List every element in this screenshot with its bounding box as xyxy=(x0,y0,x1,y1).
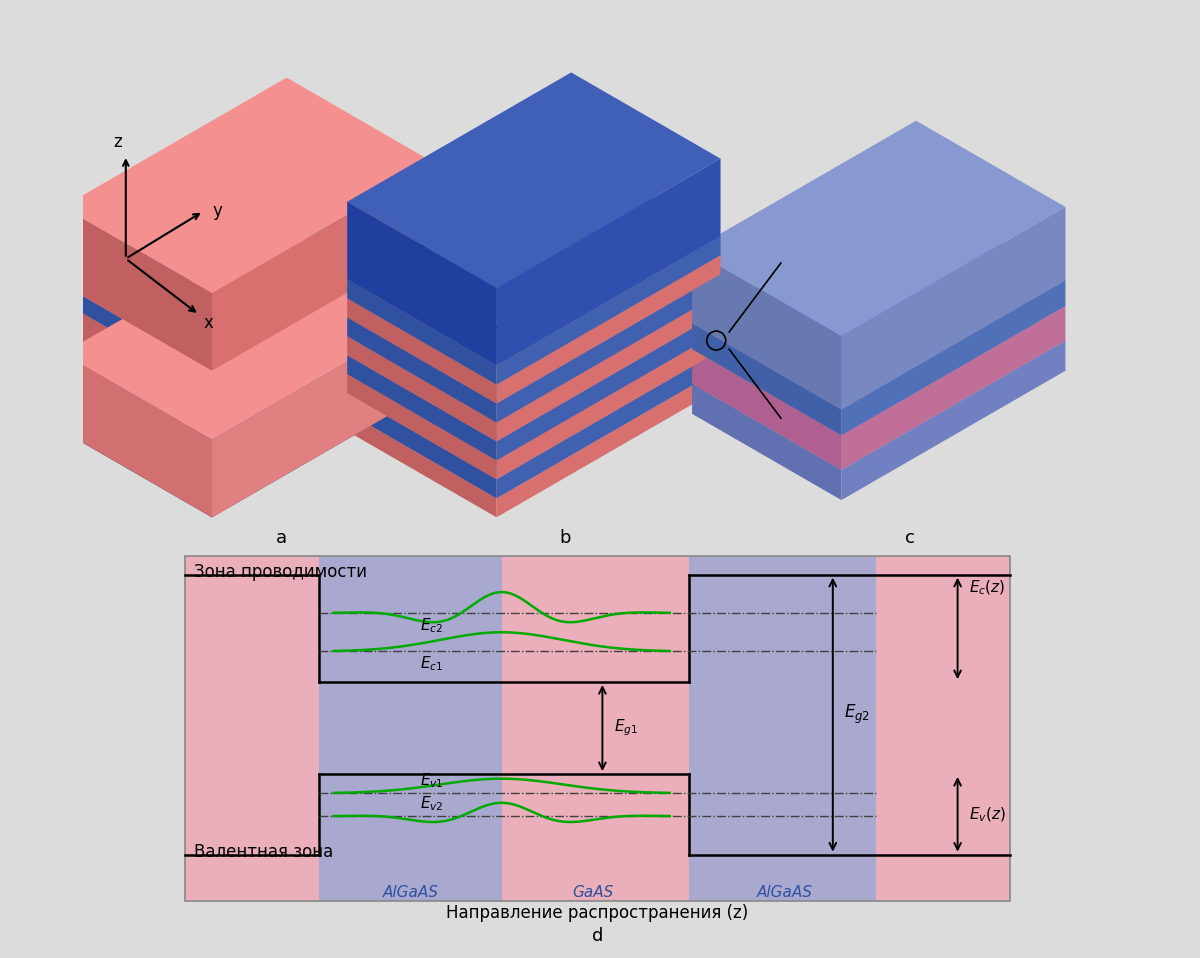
Polygon shape xyxy=(347,393,497,498)
Text: Валентная зона: Валентная зона xyxy=(194,843,334,861)
Polygon shape xyxy=(692,121,1066,336)
Ellipse shape xyxy=(847,308,866,321)
Bar xyxy=(185,556,1010,901)
Bar xyxy=(185,556,319,901)
Text: a: a xyxy=(276,529,287,547)
Polygon shape xyxy=(62,224,436,440)
Polygon shape xyxy=(692,384,841,500)
Ellipse shape xyxy=(922,326,941,338)
Polygon shape xyxy=(62,354,212,517)
Text: Направление распространения (z): Направление распространения (z) xyxy=(446,903,749,922)
Polygon shape xyxy=(497,237,720,384)
Text: $E_{v1}$: $E_{v1}$ xyxy=(420,771,444,790)
Polygon shape xyxy=(62,302,212,517)
Polygon shape xyxy=(497,350,720,498)
Polygon shape xyxy=(692,350,841,470)
Polygon shape xyxy=(347,317,497,422)
Polygon shape xyxy=(62,416,212,517)
Polygon shape xyxy=(62,302,212,517)
Text: b: b xyxy=(559,529,571,547)
Polygon shape xyxy=(62,78,436,293)
Polygon shape xyxy=(692,324,841,436)
Text: $E_{v2}$: $E_{v2}$ xyxy=(420,794,444,813)
Polygon shape xyxy=(347,412,497,517)
Polygon shape xyxy=(841,281,1066,436)
Text: $E_v(z)$: $E_v(z)$ xyxy=(970,805,1006,824)
Text: $E_{g1}$: $E_{g1}$ xyxy=(614,718,638,739)
Polygon shape xyxy=(62,172,436,388)
Polygon shape xyxy=(841,341,1066,500)
Polygon shape xyxy=(212,373,436,517)
Ellipse shape xyxy=(817,352,836,364)
Text: $E_{c2}$: $E_{c2}$ xyxy=(420,616,443,635)
Polygon shape xyxy=(347,283,720,498)
Polygon shape xyxy=(347,169,720,384)
Ellipse shape xyxy=(892,360,911,373)
Polygon shape xyxy=(497,331,720,479)
Bar xyxy=(689,556,876,901)
Polygon shape xyxy=(497,369,720,517)
Polygon shape xyxy=(347,150,720,366)
Polygon shape xyxy=(347,73,720,288)
Polygon shape xyxy=(212,259,436,517)
Polygon shape xyxy=(62,285,212,388)
Text: $E_{c1}$: $E_{c1}$ xyxy=(420,654,443,673)
Polygon shape xyxy=(212,241,436,388)
Polygon shape xyxy=(347,375,497,479)
Polygon shape xyxy=(347,202,497,366)
Polygon shape xyxy=(62,286,436,502)
Polygon shape xyxy=(497,312,720,461)
Polygon shape xyxy=(497,255,720,403)
Polygon shape xyxy=(62,172,436,388)
Text: d: d xyxy=(592,926,604,945)
Polygon shape xyxy=(692,194,1066,410)
Polygon shape xyxy=(347,188,720,403)
Text: $E_c(z)$: $E_c(z)$ xyxy=(970,579,1006,597)
Polygon shape xyxy=(497,274,720,422)
Polygon shape xyxy=(62,155,436,371)
Polygon shape xyxy=(212,310,436,517)
Text: y: y xyxy=(212,201,222,219)
Text: x: x xyxy=(203,313,214,331)
Bar xyxy=(876,556,1010,901)
Polygon shape xyxy=(212,164,436,371)
Ellipse shape xyxy=(929,296,948,308)
Text: AlGaAS: AlGaAS xyxy=(757,884,812,900)
Text: GaAS: GaAS xyxy=(572,884,613,900)
Bar xyxy=(319,556,502,901)
Polygon shape xyxy=(347,245,720,461)
Polygon shape xyxy=(841,307,1066,470)
Polygon shape xyxy=(692,250,841,410)
Bar xyxy=(502,556,689,901)
Polygon shape xyxy=(347,355,497,461)
Polygon shape xyxy=(347,263,720,479)
Polygon shape xyxy=(347,226,720,442)
Polygon shape xyxy=(347,298,497,403)
Polygon shape xyxy=(497,293,720,442)
Polygon shape xyxy=(62,207,212,371)
Polygon shape xyxy=(212,259,436,517)
Text: Зона проводимости: Зона проводимости xyxy=(194,563,367,582)
Polygon shape xyxy=(347,207,720,422)
Polygon shape xyxy=(692,255,1066,470)
Polygon shape xyxy=(692,220,1066,436)
Text: AlGaAS: AlGaAS xyxy=(383,884,438,900)
Text: $E_{g2}$: $E_{g2}$ xyxy=(845,703,870,726)
Text: z: z xyxy=(113,132,121,150)
Polygon shape xyxy=(841,207,1066,410)
Polygon shape xyxy=(497,159,720,366)
Text: c: c xyxy=(906,529,916,547)
Polygon shape xyxy=(347,336,497,442)
Ellipse shape xyxy=(787,317,806,330)
Polygon shape xyxy=(347,280,497,384)
Ellipse shape xyxy=(832,386,851,399)
